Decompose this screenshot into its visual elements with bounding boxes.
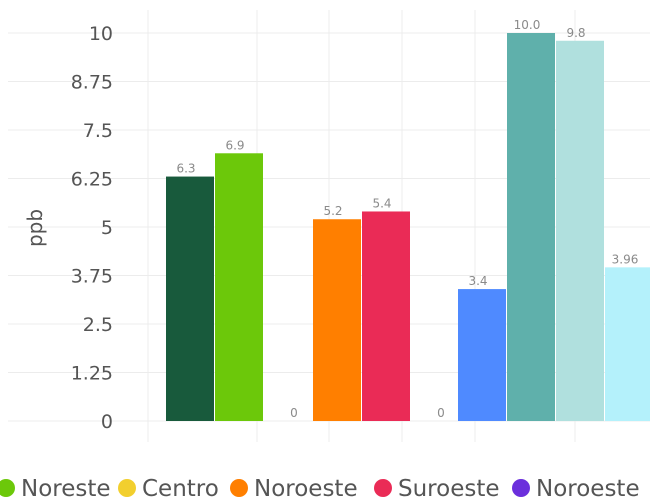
legend-marker (0, 479, 15, 497)
y-tick-label: 8.75 (71, 72, 113, 94)
y-axis-ticks: 0 1.25 2.5 3.75 5 6.25 7.5 8.75 10 (71, 23, 113, 433)
y-tick-label: 6.25 (71, 169, 113, 191)
bars (166, 33, 650, 421)
legend: Noreste Centro Noroeste Suroeste Noroeste (0, 476, 640, 500)
y-tick-label: 5 (101, 217, 113, 239)
legend-label: Noroeste (254, 476, 358, 500)
data-label: 9.8 (566, 26, 585, 40)
legend-item[interactable]: Suroeste (374, 476, 500, 500)
y-tick-label: 1.25 (71, 363, 113, 385)
y-tick-label: 0 (101, 411, 113, 433)
y-tick-label: 3.75 (71, 266, 113, 288)
y-tick-label: 7.5 (83, 120, 113, 142)
legend-marker (118, 479, 136, 497)
data-label: 6.9 (225, 138, 244, 152)
bar (362, 211, 410, 421)
y-axis-label: ppb (23, 209, 47, 247)
data-label: 5.2 (323, 204, 342, 218)
data-label: 0 (437, 406, 445, 420)
bar (507, 33, 555, 421)
y-tick-label: 2.5 (83, 314, 113, 336)
legend-marker (230, 479, 248, 497)
bar (166, 176, 214, 421)
data-label: 0 (290, 406, 298, 420)
legend-marker (512, 479, 530, 497)
data-label: 3.4 (468, 274, 487, 288)
data-labels: 6.3 6.9 0 5.2 5.4 0 3.4 10.0 9.8 3.96 (176, 18, 638, 420)
bar (458, 289, 506, 421)
legend-label: Noreste (21, 476, 111, 500)
bar (215, 153, 263, 421)
bar (313, 219, 361, 421)
legend-marker (374, 479, 392, 497)
data-label: 10.0 (514, 18, 541, 32)
bar (605, 267, 650, 421)
y-tick-label: 10 (89, 23, 113, 45)
legend-item[interactable]: Noroeste (230, 476, 358, 500)
data-label: 3.96 (612, 252, 639, 266)
legend-item[interactable]: Centro (118, 476, 219, 500)
bar (556, 40, 604, 421)
legend-label: Noroeste (536, 476, 640, 500)
data-label: 6.3 (176, 162, 195, 176)
legend-item[interactable]: Noreste (0, 476, 111, 500)
legend-label: Suroeste (398, 476, 500, 500)
legend-label: Centro (142, 476, 219, 500)
legend-item[interactable]: Noroeste (512, 476, 640, 500)
data-label: 5.4 (372, 196, 391, 210)
